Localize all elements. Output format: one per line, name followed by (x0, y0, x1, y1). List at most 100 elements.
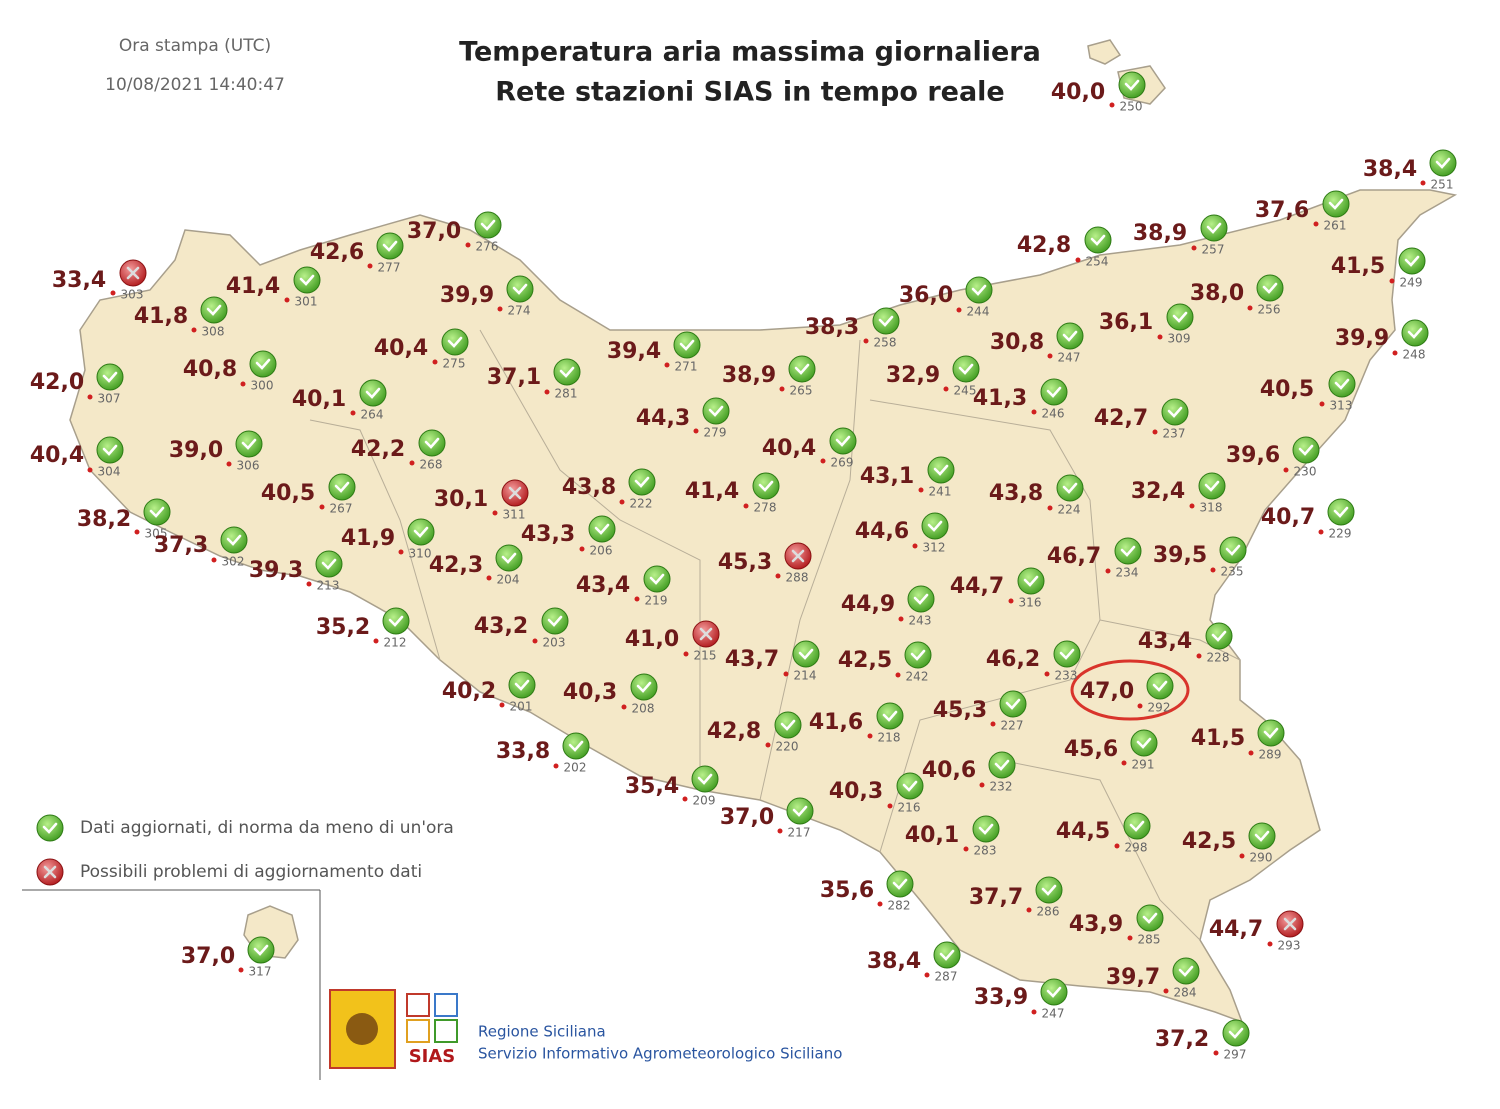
station-dot (863, 338, 869, 344)
icon-check (42, 822, 58, 834)
icon-check (882, 710, 898, 722)
station: 306 39,0 (169, 430, 263, 473)
icon-disc (628, 468, 656, 496)
station: 202 33,8 (496, 732, 590, 775)
station-dot (887, 803, 893, 809)
station-temperature: 38,4 (867, 949, 921, 974)
icon-check (1062, 330, 1078, 342)
station-temperature: 38,4 (1363, 157, 1417, 182)
station: 311 30,1 (434, 479, 529, 522)
station-dot (1189, 503, 1195, 509)
icon-disc (1198, 472, 1226, 500)
station-icon (315, 550, 343, 578)
icon-disc (96, 436, 124, 464)
station-id: 285 (1138, 933, 1161, 947)
station-dot (1313, 221, 1319, 227)
station-id: 250 (1120, 100, 1143, 114)
station-icon (788, 355, 816, 383)
station-id: 301 (295, 295, 318, 309)
station-id: 241 (929, 485, 952, 499)
station-icon (1257, 719, 1285, 747)
station: 244 36,0 (899, 276, 993, 319)
icon-disc (792, 640, 820, 668)
station-dot (877, 901, 883, 907)
station: 220 42,8 (707, 711, 802, 754)
station: 284 39,7 (1106, 957, 1200, 1000)
icon-check (1211, 630, 1227, 642)
icon-disc (1130, 729, 1158, 757)
sias-logo-tile (406, 993, 430, 1017)
icon-check (649, 573, 665, 585)
station-icon (774, 711, 802, 739)
station: 289 41,5 (1191, 719, 1285, 762)
station-icon (965, 276, 993, 304)
station-icon (1084, 226, 1112, 254)
station-id: 309 (1168, 332, 1191, 346)
station-id: 269 (831, 456, 854, 470)
station-dot (1239, 853, 1245, 859)
station-icon (692, 620, 720, 648)
station: 305 38,2 (77, 498, 171, 541)
station-icon (1118, 71, 1146, 99)
station: 218 41,6 (809, 702, 904, 745)
icon-disc (1219, 536, 1247, 564)
icon-check (413, 526, 429, 538)
station: 204 42,3 (429, 544, 523, 587)
icon-disc (972, 815, 1000, 843)
sias-logo-tile (406, 1019, 430, 1043)
icon-check (253, 944, 269, 956)
station-icon (1198, 472, 1226, 500)
station-temperature: 40,3 (829, 779, 883, 804)
icon-disc (1222, 1019, 1250, 1047)
station-icon (1276, 910, 1304, 938)
icon-check (480, 219, 496, 231)
station: 208 40,3 (563, 673, 658, 716)
station-id: 290 (1250, 851, 1273, 865)
icon-check (424, 437, 440, 449)
station: 209 35,4 (625, 765, 719, 808)
station-id: 276 (476, 240, 499, 254)
station-id: 293 (1278, 939, 1301, 953)
station-dot (693, 428, 699, 434)
station: 275 40,4 (374, 328, 469, 371)
icon-disc (1257, 719, 1285, 747)
icon-disc (829, 427, 857, 455)
station-dot (87, 394, 93, 400)
icon-check (1334, 378, 1350, 390)
station: 278 41,4 (685, 472, 780, 515)
station-temperature: 40,3 (563, 680, 617, 705)
station-id: 237 (1163, 427, 1186, 441)
station: 203 43,2 (474, 607, 569, 650)
station-dot (1247, 305, 1253, 311)
station-id: 229 (1329, 527, 1352, 541)
station-dot (544, 389, 550, 395)
province-border (1099, 619, 1241, 661)
station-id: 307 (98, 392, 121, 406)
station: 212 35,2 (316, 607, 410, 650)
icon-disc (691, 765, 719, 793)
icon-disc (1248, 822, 1276, 850)
station-dot (1047, 505, 1053, 511)
station-dot (1213, 1050, 1219, 1056)
station-icon (1161, 398, 1189, 426)
station-id: 218 (878, 731, 901, 745)
station-temperature: 36,1 (1099, 310, 1153, 335)
station-id: 305 (145, 527, 168, 541)
icon-check (971, 284, 987, 296)
station-id: 256 (1258, 303, 1281, 317)
island-inset (1087, 39, 1122, 65)
icon-disc (247, 936, 275, 964)
station-temperature: 39,0 (169, 438, 223, 463)
icon-disc (1205, 622, 1233, 650)
icon-disc (921, 512, 949, 540)
station-id: 298 (1125, 841, 1148, 855)
icon-check (1059, 648, 1075, 660)
station: 217 37,0 (720, 797, 814, 840)
org-line: Servizio Informativo Agrometeorologico S… (478, 1045, 842, 1063)
icon-disc (1327, 498, 1355, 526)
station: 298 44,5 (1056, 812, 1151, 855)
sias-logo-tile (434, 993, 458, 1017)
station-icon (1130, 729, 1158, 757)
station-dot (1157, 334, 1163, 340)
